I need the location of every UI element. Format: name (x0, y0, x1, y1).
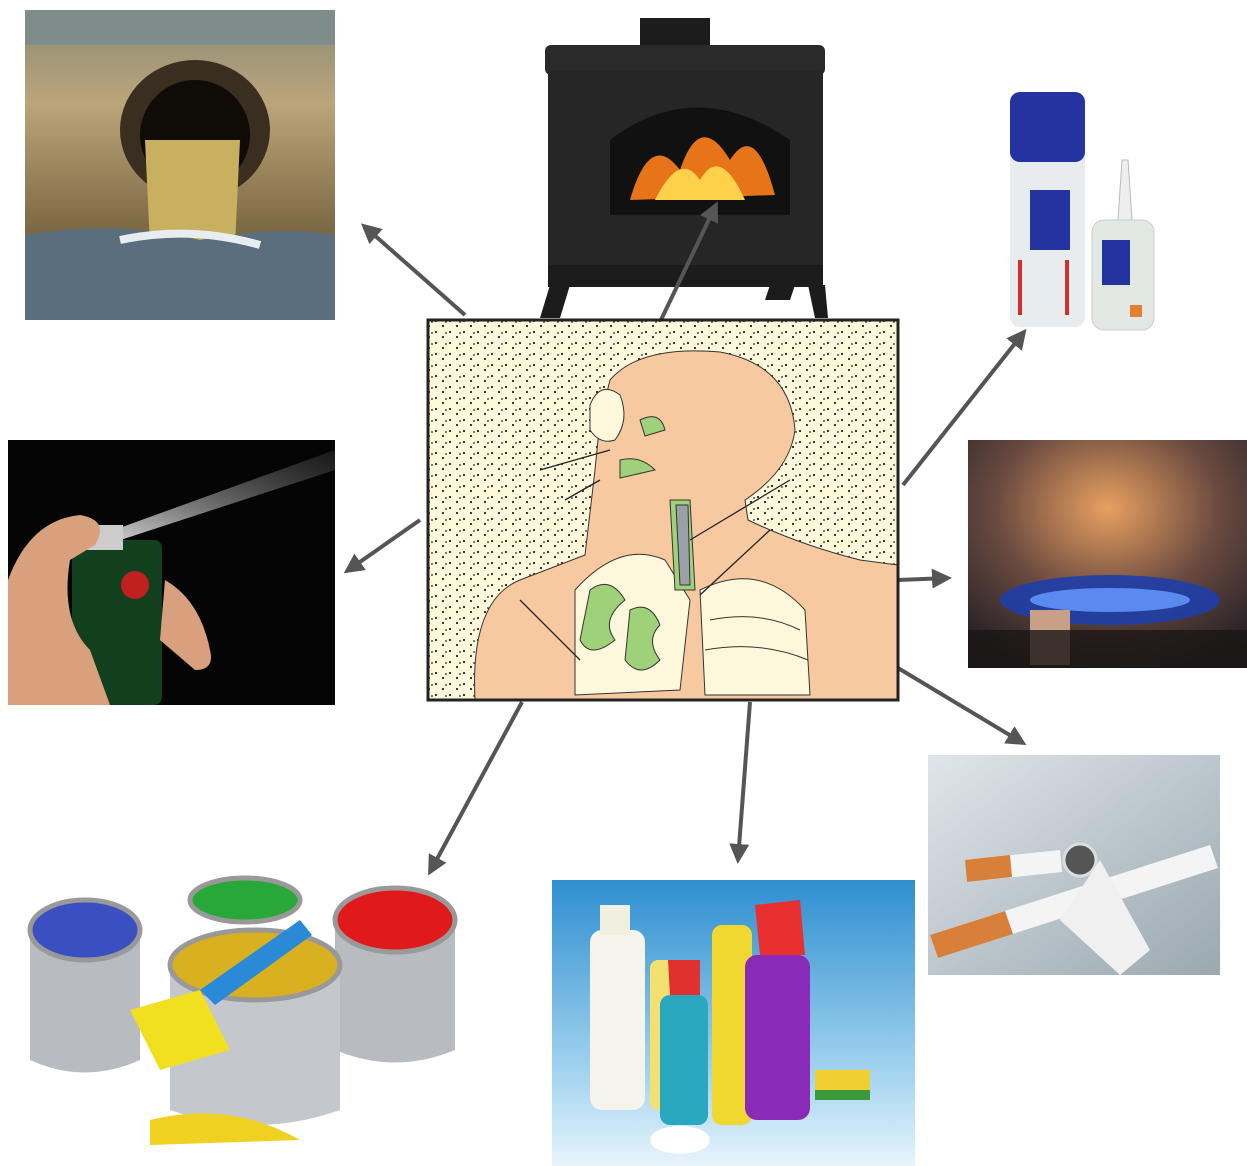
page (0, 0, 1247, 1166)
arrow (898, 668, 1023, 743)
arrow (898, 578, 948, 580)
arrow (347, 520, 420, 571)
gas-flame-photo (968, 440, 1247, 668)
aerosol-photo (8, 440, 335, 705)
arrow (364, 226, 465, 315)
paint-photo (30, 878, 455, 1145)
diagram (0, 0, 1247, 1166)
cleaning-photo (552, 880, 915, 1166)
arrow (738, 702, 750, 860)
arrow (430, 702, 522, 872)
cigarette-photo (928, 755, 1220, 975)
glue-photo (1010, 92, 1154, 330)
sewer-photo (25, 10, 335, 320)
respiratory-illustration (428, 320, 898, 700)
